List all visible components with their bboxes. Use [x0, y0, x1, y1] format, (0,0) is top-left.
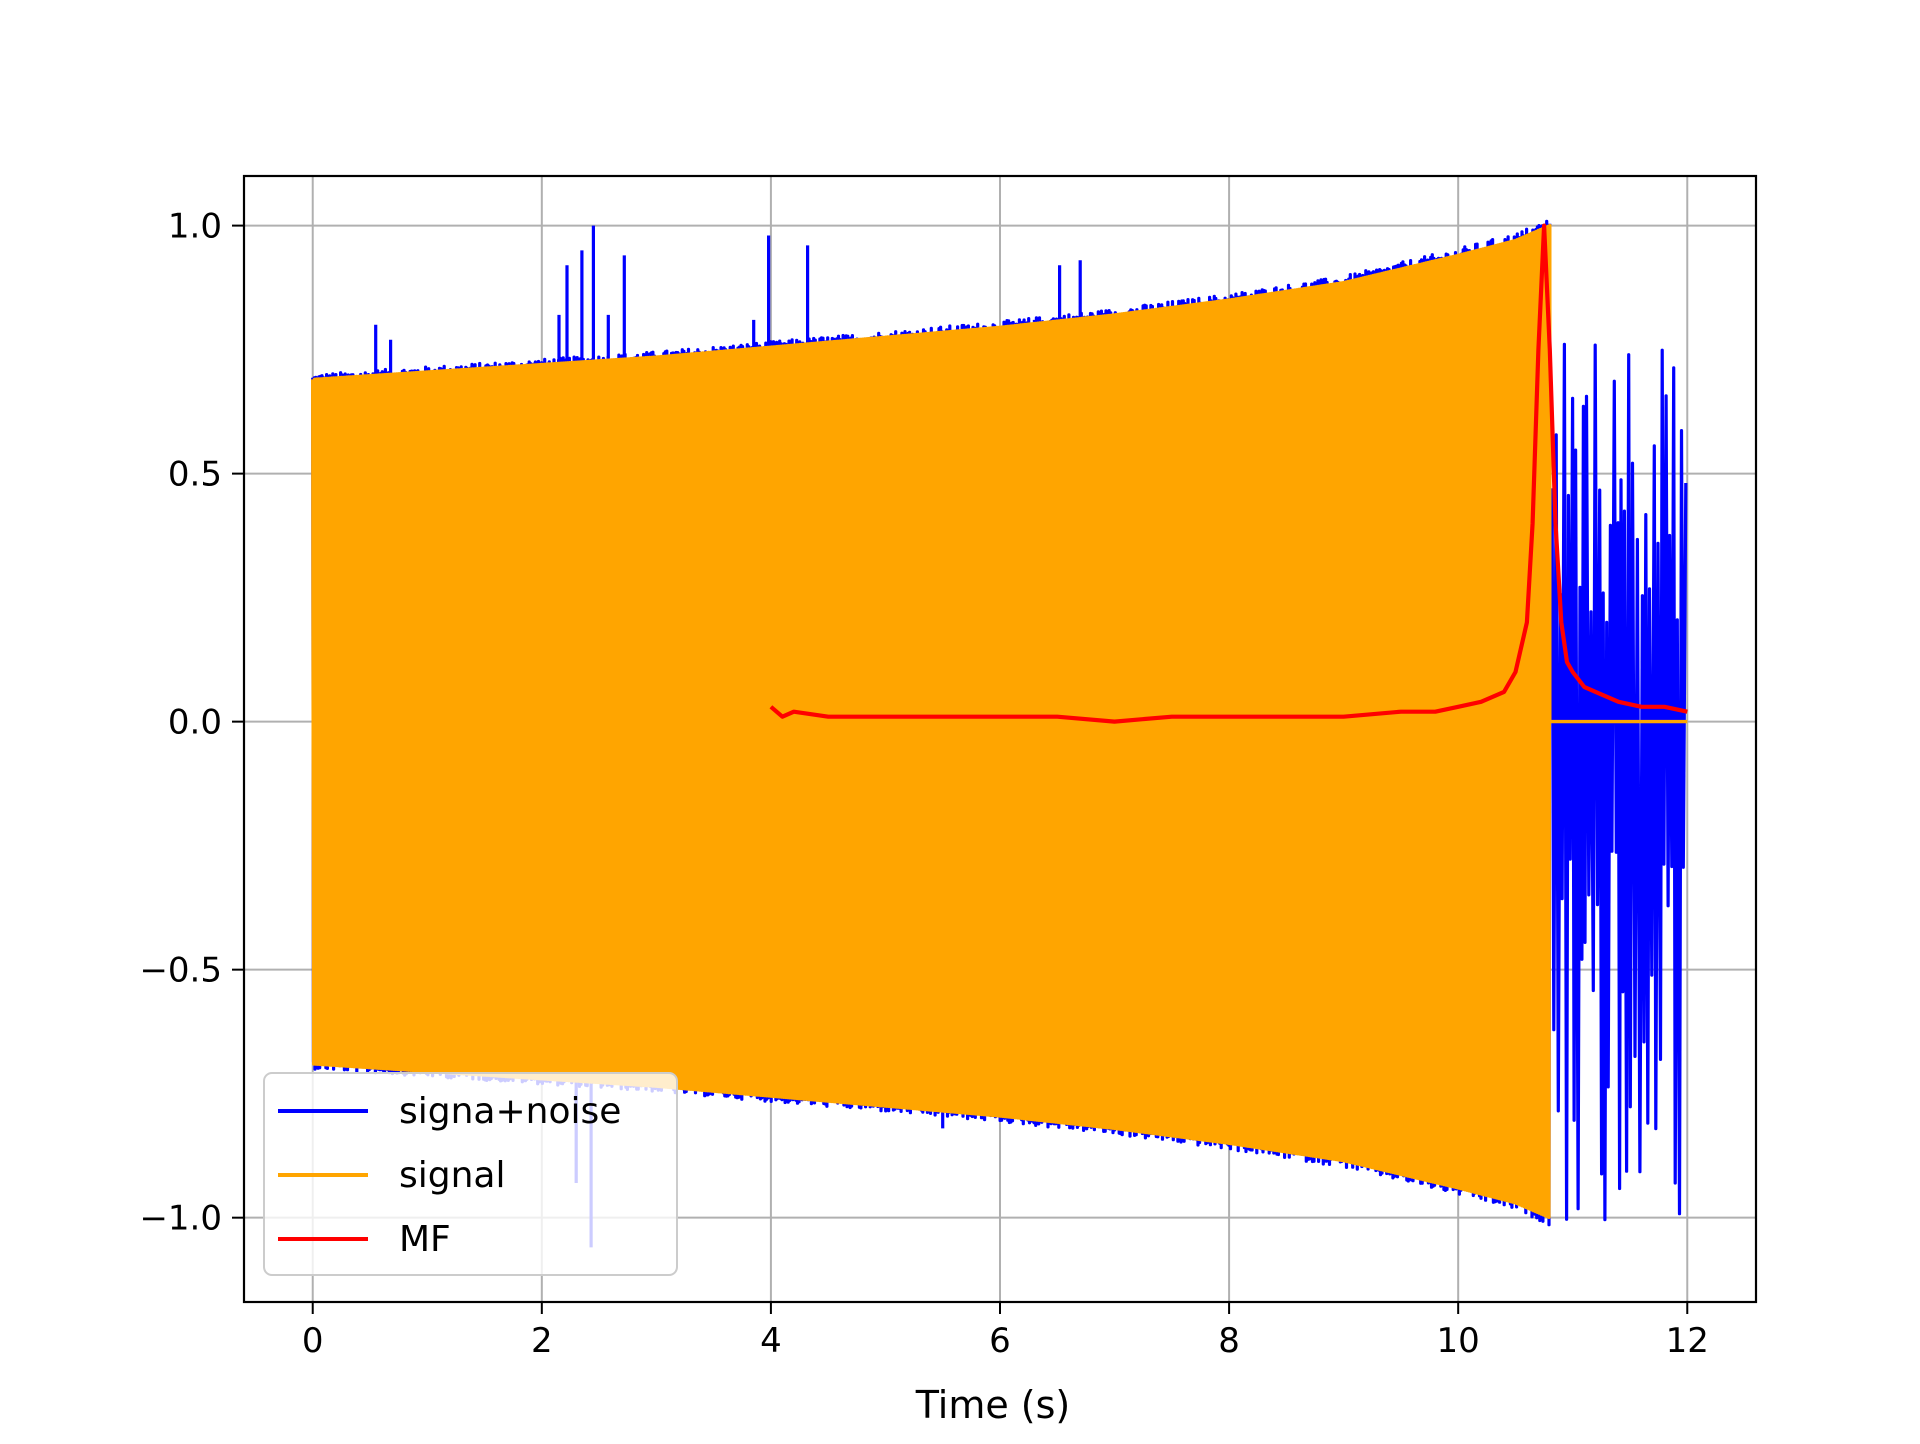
x-tick-label: 10: [1437, 1321, 1480, 1361]
x-axis-label: Time (s): [915, 1383, 1071, 1427]
x-tick-label: 6: [989, 1321, 1011, 1361]
x-tick-label: 2: [531, 1321, 553, 1361]
legend-label: signa+noise: [399, 1091, 621, 1132]
x-tick-label: 12: [1666, 1321, 1709, 1361]
plot-clipped: [311, 219, 1688, 1248]
y-tick-label: 0.0: [168, 703, 222, 743]
axes: 0 2 4 6 8 10 12 −1.0 −0.5 0.0 0.5 1.0: [139, 174, 1758, 1361]
plot-area: [311, 219, 1688, 1248]
series-mf: [769, 223, 1688, 724]
x-tick-label: 4: [760, 1321, 782, 1361]
y-tick-label: 0.5: [168, 455, 222, 495]
legend-label: MF: [399, 1219, 451, 1260]
series-signal: [311, 223, 1688, 1219]
x-tick-label: 8: [1218, 1321, 1240, 1361]
x-tick-label: 0: [302, 1321, 324, 1361]
legend-box: [263, 1072, 678, 1276]
y-tick-label: 1.0: [168, 207, 222, 247]
y-tick-label: −0.5: [139, 951, 222, 991]
y-tick-label: −1.0: [139, 1199, 222, 1239]
legend-label: signal: [399, 1155, 506, 1196]
legend: signa+noise signal MF: [263, 1072, 678, 1276]
